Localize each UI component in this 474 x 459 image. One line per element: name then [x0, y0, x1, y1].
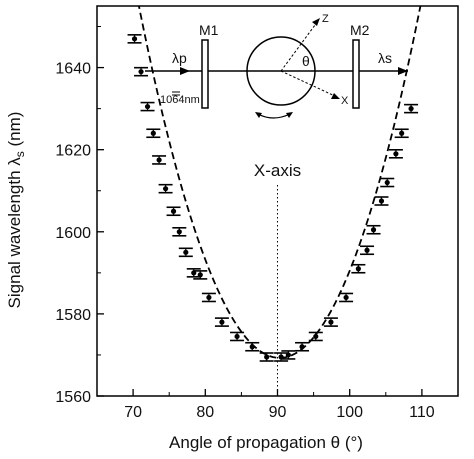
- data-point: [230, 331, 245, 342]
- data-point: [193, 270, 208, 280]
- signal-label: λs: [378, 50, 392, 66]
- pump-arrow-head: [180, 67, 190, 75]
- data-point: [245, 341, 260, 352]
- data-point: [158, 183, 173, 194]
- data-points: [127, 34, 419, 362]
- data-point: [146, 128, 161, 139]
- data-point: [388, 148, 403, 159]
- data-point: [274, 352, 289, 362]
- y-axis-title: Signal wavelength λs (nm): [5, 112, 27, 309]
- data-point: [374, 196, 389, 206]
- x-arrow-head: [331, 93, 340, 99]
- m2-label: M2: [350, 22, 370, 38]
- data-point: [360, 245, 375, 256]
- x-axis-line-inset: [280, 70, 338, 98]
- pump-wavelength-label: 1064nm: [160, 94, 200, 106]
- z-axis-line: [280, 20, 319, 72]
- data-point: [152, 155, 167, 165]
- pump-label: λp: [172, 50, 187, 66]
- data-point: [201, 292, 216, 303]
- x-ticks: 70 80 90 100 110: [96, 389, 459, 421]
- data-point: [166, 206, 181, 217]
- y-tick-label: 1580: [55, 307, 91, 324]
- x-axis-title: Angle of propagation θ (°): [169, 433, 363, 452]
- data-point: [366, 224, 381, 235]
- data-point: [172, 226, 187, 237]
- mirror-m2: [352, 39, 360, 109]
- y-tick-label: 1620: [55, 143, 91, 160]
- x-tick-label: 70: [124, 404, 142, 421]
- data-point: [404, 103, 419, 114]
- rotation-arrow-head-right: [286, 112, 293, 118]
- y-tick-label: 1560: [55, 389, 91, 406]
- mirror-m1: [201, 39, 209, 109]
- crystal-schematic-inset: M1 M2 λp λs 1064nm θ Z X: [145, 13, 408, 119]
- data-point: [140, 101, 155, 112]
- data-point: [380, 177, 395, 188]
- theta-label: θ: [302, 53, 310, 69]
- data-point: [351, 263, 366, 274]
- x-tick-label: 90: [269, 404, 287, 421]
- beam-arrow-head: [398, 67, 408, 75]
- m1-label: M1: [199, 22, 219, 38]
- x-tick-label: 80: [196, 404, 214, 421]
- data-point: [127, 34, 142, 44]
- data-point: [281, 350, 296, 360]
- data-point: [259, 352, 274, 362]
- data-point: [178, 247, 193, 258]
- y-ticks: 1560 1580 1600 1620 1640: [55, 26, 104, 406]
- z-axis-label: Z: [322, 13, 329, 25]
- crystal-circle: [246, 36, 316, 106]
- data-point: [134, 66, 149, 77]
- y-tick-label: 1640: [55, 61, 91, 78]
- rotation-arrow-head-left: [255, 112, 262, 118]
- data-point: [323, 317, 338, 327]
- fit-curve-path: [138, 6, 422, 359]
- x-axis-label-inset: X: [341, 95, 349, 107]
- data-point: [308, 331, 323, 342]
- z-arrow-head: [312, 18, 320, 26]
- data-point: [394, 128, 409, 139]
- x-axis-marker-label: X-axis: [254, 161, 301, 180]
- data-point: [339, 292, 354, 303]
- y-tick-label: 1600: [55, 225, 91, 242]
- data-point: [214, 317, 229, 327]
- data-point: [295, 341, 310, 352]
- x-tick-label: 100: [336, 404, 363, 421]
- fit-curve: [138, 6, 422, 359]
- x-tick-label: 110: [409, 404, 435, 421]
